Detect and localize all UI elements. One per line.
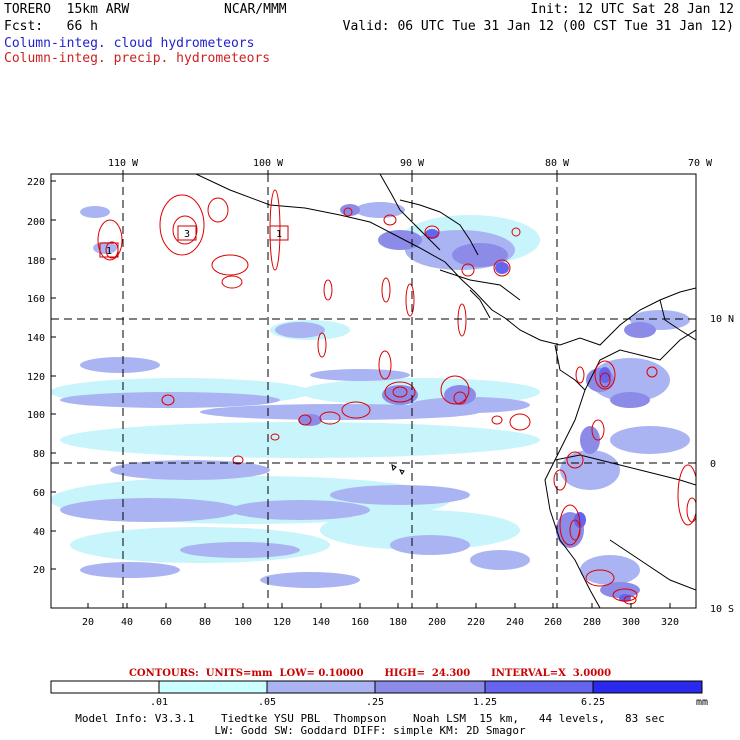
bottom-axis-tick: 60 xyxy=(160,617,172,628)
colorbar-label: .01 xyxy=(150,697,168,708)
field-cloud-label: Column-integ. cloud hydrometeors xyxy=(4,36,255,51)
right-axis-label: 10 N xyxy=(710,314,734,325)
cloud-shading xyxy=(51,202,690,602)
station-box xyxy=(269,225,289,241)
graticule xyxy=(51,174,696,608)
bottom-axis-tick: 180 xyxy=(389,617,407,628)
left-axis-tick: 200 xyxy=(27,217,45,228)
left-axis-tick: 140 xyxy=(27,333,45,344)
left-axis-tick: 60 xyxy=(33,488,45,499)
colorbar-bin xyxy=(592,680,703,694)
station-box-label: 3 xyxy=(184,229,190,240)
left-axis-tick: 40 xyxy=(33,527,45,538)
bottom-axis-tick: 140 xyxy=(312,617,330,628)
bottom-axis-tick: 280 xyxy=(583,617,601,628)
station-box xyxy=(177,225,197,241)
left-axis-tick: 120 xyxy=(27,372,45,383)
bottom-axis-tick: 260 xyxy=(544,617,562,628)
colorbar-bin xyxy=(266,680,376,694)
bottom-axis-tick: 320 xyxy=(661,617,679,628)
top-axis: 110 W 100 W 90 W 80 W 70 W xyxy=(108,158,713,169)
bottom-axis-tick: 160 xyxy=(351,617,369,628)
bottom-axis-tick: 40 xyxy=(121,617,133,628)
forecast-hour: Fcst: 66 h xyxy=(4,19,98,34)
right-axis-label: 0 xyxy=(710,459,716,470)
station-box xyxy=(99,242,119,258)
contours-info: CONTOURS: UNITS=mm LOW= 0.10000 HIGH= 24… xyxy=(128,668,612,679)
left-axis-tick: 20 xyxy=(33,565,45,576)
station-box-label: 1 xyxy=(276,229,282,240)
colorbar xyxy=(50,680,703,694)
colorbar-unit: mm xyxy=(696,697,708,708)
top-axis-label: 110 W xyxy=(108,158,139,169)
left-axis: 220 200 180 160 140 120 100 80 60 40 20 xyxy=(27,177,45,576)
bottom-axis-tick: 300 xyxy=(622,617,640,628)
colorbar-label: .25 xyxy=(366,697,384,708)
colorbar-labels: .01 .05 .25 1.25 6.25 mm xyxy=(150,697,708,708)
top-axis-label: 70 W xyxy=(688,158,713,169)
bottom-axis: 20 40 60 80 100 120 140 160 180 200 220 … xyxy=(82,617,679,628)
valid-time: Valid: 06 UTC Tue 31 Jan 12 (00 CST Tue … xyxy=(342,19,734,34)
bottom-ticks xyxy=(87,603,671,608)
colorbar-bin xyxy=(158,680,268,694)
bottom-axis-tick: 200 xyxy=(428,617,446,628)
bottom-axis-tick: 240 xyxy=(506,617,524,628)
bottom-axis-tick: 80 xyxy=(199,617,211,628)
left-axis-tick: 80 xyxy=(33,449,45,460)
station-box-label: 1 xyxy=(106,246,112,257)
init-time: Init: 12 UTC Sat 28 Jan 12 xyxy=(530,2,735,17)
left-axis-tick: 160 xyxy=(27,294,45,305)
colorbar-label: 1.25 xyxy=(473,697,497,708)
station-boxes xyxy=(99,225,289,258)
model-info-line2: LW: Godd SW: Goddard DIFF: simple KM: 2D… xyxy=(214,724,526,737)
colorbar-label: .05 xyxy=(258,697,276,708)
model-name: TORERO 15km ARW xyxy=(4,2,130,17)
model-info-line1: Model Info: V3.3.1 Tiedtke YSU PBL Thomp… xyxy=(75,712,665,725)
bottom-axis-tick: 220 xyxy=(467,617,485,628)
right-axis-label: 10 S xyxy=(710,604,734,615)
top-axis-label: 100 W xyxy=(253,158,284,169)
right-axis: 10 N 0 10 S xyxy=(710,314,734,615)
left-axis-tick: 100 xyxy=(27,410,45,421)
left-axis-tick: 220 xyxy=(27,177,45,188)
top-axis-label: 90 W xyxy=(400,158,425,169)
left-axis-tick: 180 xyxy=(27,256,45,267)
colorbar-bin xyxy=(50,680,160,694)
bottom-axis-tick: 100 xyxy=(234,617,252,628)
top-ticks xyxy=(122,170,558,174)
bottom-axis-tick: 20 xyxy=(82,617,94,628)
colorbar-bin xyxy=(374,680,486,694)
organization: NCAR/MMM xyxy=(224,2,287,17)
left-ticks xyxy=(51,180,56,570)
field-precip-label: Column-integ. precip. hydrometeors xyxy=(4,51,271,66)
station-box-labels: 1 3 1 xyxy=(106,229,282,257)
colorbar-label: 6.25 xyxy=(581,697,605,708)
coastlines xyxy=(195,174,696,608)
colorbar-bin xyxy=(484,680,594,694)
top-axis-label: 80 W xyxy=(545,158,570,169)
map-frame xyxy=(50,173,697,609)
bottom-axis-tick: 120 xyxy=(273,617,291,628)
